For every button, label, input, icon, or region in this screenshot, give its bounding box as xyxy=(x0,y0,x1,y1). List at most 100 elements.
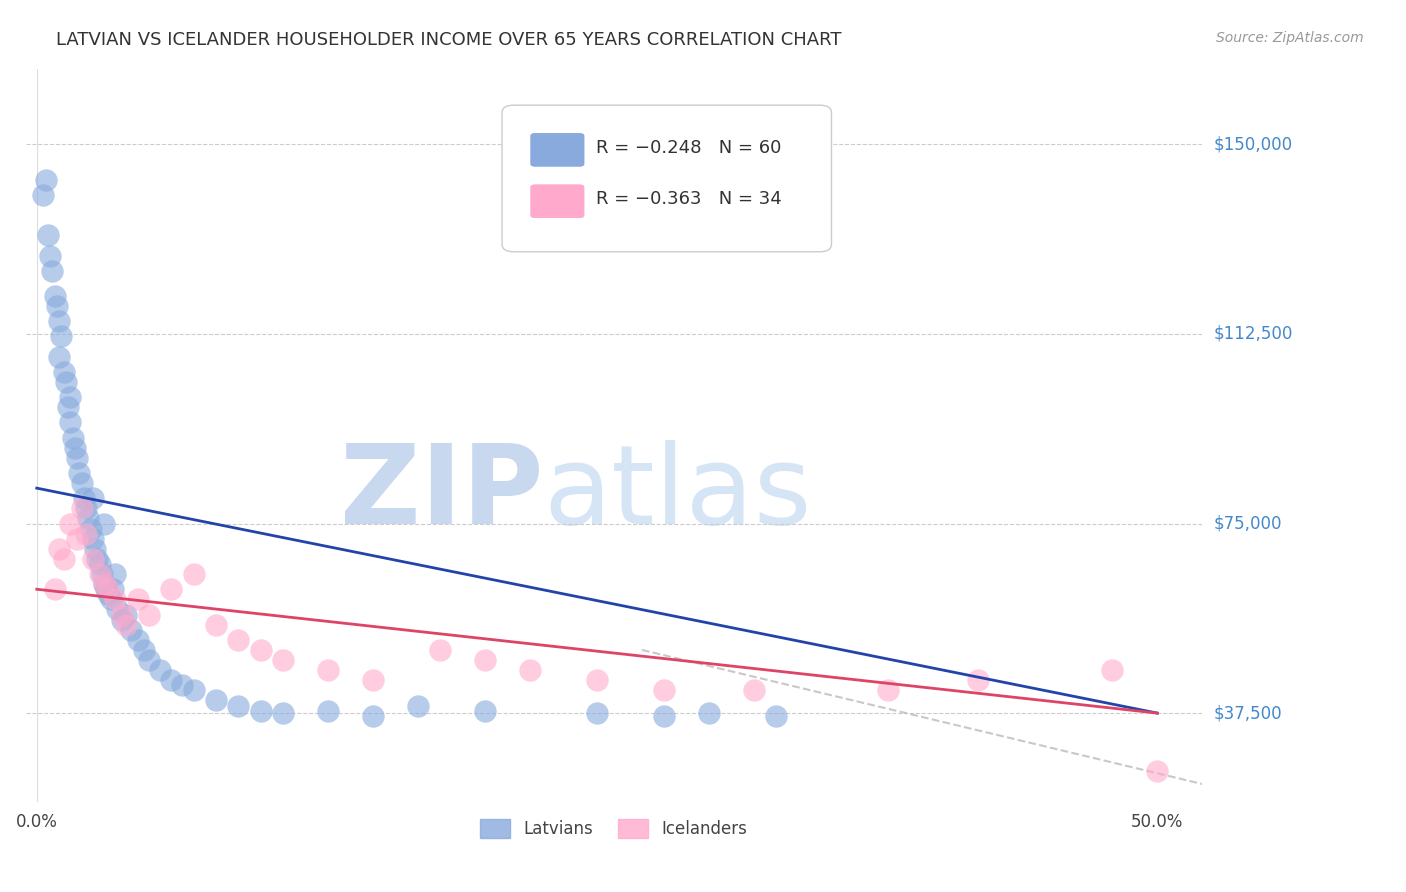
Point xyxy=(62,431,84,445)
Legend: Latvians, Icelanders: Latvians, Icelanders xyxy=(474,812,754,845)
Text: $112,500: $112,500 xyxy=(1213,325,1292,343)
FancyBboxPatch shape xyxy=(530,133,585,167)
Point xyxy=(48,541,70,556)
Point xyxy=(100,592,122,607)
Point xyxy=(765,708,787,723)
Point xyxy=(742,683,765,698)
Point xyxy=(59,390,82,404)
Point xyxy=(429,643,451,657)
Point xyxy=(271,706,294,720)
Point xyxy=(1146,764,1168,779)
Point xyxy=(134,643,156,657)
Point xyxy=(79,522,101,536)
Point xyxy=(361,673,384,688)
Point xyxy=(271,653,294,667)
Point xyxy=(75,501,97,516)
Point xyxy=(70,501,93,516)
Point xyxy=(586,706,609,720)
Text: $75,000: $75,000 xyxy=(1213,515,1282,533)
Text: R = −0.248   N = 60: R = −0.248 N = 60 xyxy=(596,138,782,157)
Text: atlas: atlas xyxy=(543,440,811,547)
Point xyxy=(37,228,59,243)
Point xyxy=(107,602,129,616)
Point xyxy=(41,264,63,278)
Point xyxy=(48,350,70,364)
Point xyxy=(59,516,82,531)
Point xyxy=(115,607,138,622)
Point xyxy=(138,653,160,667)
Point xyxy=(56,401,79,415)
Point xyxy=(89,567,111,582)
Point xyxy=(474,653,496,667)
Point xyxy=(44,582,66,597)
Point xyxy=(89,557,111,571)
Point xyxy=(149,663,172,677)
Point xyxy=(82,552,104,566)
Point xyxy=(127,592,149,607)
Point xyxy=(160,673,183,688)
Point xyxy=(45,299,67,313)
Point xyxy=(90,567,112,582)
Point xyxy=(93,577,115,591)
Point xyxy=(652,708,675,723)
Point xyxy=(51,329,73,343)
Point xyxy=(82,532,104,546)
Point xyxy=(66,450,89,465)
Point xyxy=(111,613,134,627)
Text: R = −0.363   N = 34: R = −0.363 N = 34 xyxy=(596,190,782,208)
Point xyxy=(70,476,93,491)
Point xyxy=(127,632,149,647)
Point xyxy=(77,511,100,525)
Point xyxy=(205,693,228,707)
Text: $150,000: $150,000 xyxy=(1213,136,1292,153)
Point xyxy=(48,314,70,328)
Point xyxy=(160,582,183,597)
Text: Source: ZipAtlas.com: Source: ZipAtlas.com xyxy=(1216,31,1364,45)
Point xyxy=(120,623,142,637)
Point xyxy=(111,607,134,622)
Point xyxy=(406,698,429,713)
Point xyxy=(93,516,115,531)
Point xyxy=(86,552,108,566)
Point xyxy=(519,663,541,677)
Point xyxy=(104,567,127,582)
Point xyxy=(474,704,496,718)
Point xyxy=(250,704,273,718)
Point xyxy=(67,466,90,480)
Point xyxy=(39,249,62,263)
Point xyxy=(967,673,990,688)
Point xyxy=(84,541,107,556)
Point xyxy=(101,582,124,597)
Point xyxy=(73,491,96,506)
Point xyxy=(316,663,339,677)
Point xyxy=(228,698,250,713)
Point xyxy=(32,188,55,202)
Point xyxy=(52,365,75,379)
Point xyxy=(44,289,66,303)
Point xyxy=(52,552,75,566)
Point xyxy=(250,643,273,657)
Point xyxy=(183,683,205,698)
Point xyxy=(115,617,138,632)
Text: LATVIAN VS ICELANDER HOUSEHOLDER INCOME OVER 65 YEARS CORRELATION CHART: LATVIAN VS ICELANDER HOUSEHOLDER INCOME … xyxy=(56,31,842,49)
Point xyxy=(652,683,675,698)
Text: $37,500: $37,500 xyxy=(1213,704,1282,723)
Point xyxy=(82,491,104,506)
Point xyxy=(93,577,115,591)
Point xyxy=(63,441,86,455)
Point xyxy=(205,617,228,632)
Point xyxy=(361,708,384,723)
Point xyxy=(75,526,97,541)
Point xyxy=(228,632,250,647)
Point xyxy=(586,673,609,688)
Point xyxy=(35,173,58,187)
Point xyxy=(316,704,339,718)
Point xyxy=(877,683,900,698)
Point xyxy=(697,706,720,720)
Point xyxy=(66,532,89,546)
Point xyxy=(183,567,205,582)
Text: ZIP: ZIP xyxy=(340,440,543,547)
Point xyxy=(172,678,194,692)
FancyBboxPatch shape xyxy=(530,185,585,218)
Point xyxy=(97,582,120,597)
